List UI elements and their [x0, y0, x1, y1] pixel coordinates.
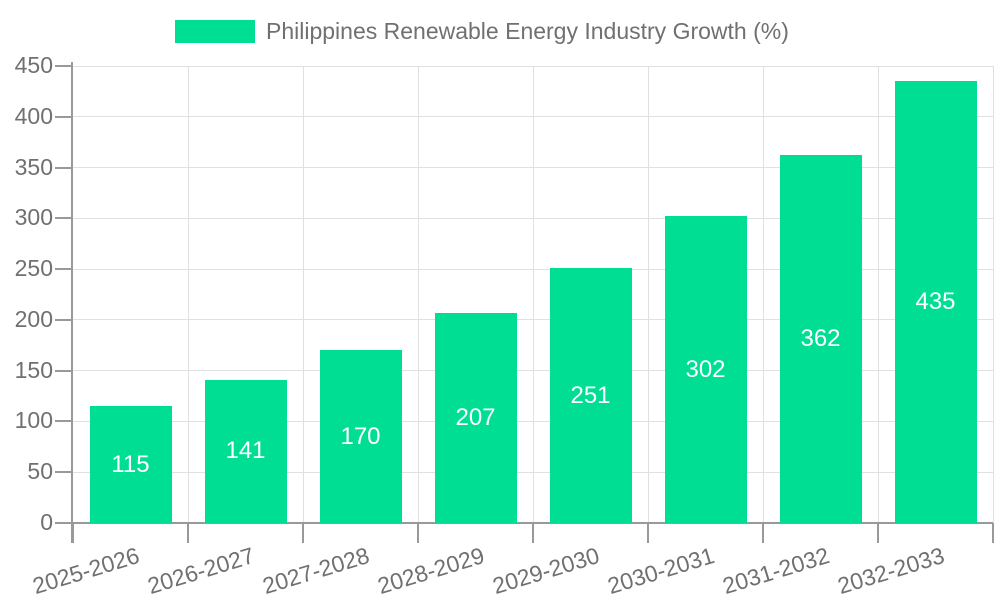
bar-2026-2027[interactable] — [204, 379, 287, 523]
gridline-vertical — [647, 66, 649, 523]
y-axis-tick — [55, 166, 73, 169]
bar-value-label: 141 — [225, 437, 266, 465]
y-axis-tick — [55, 369, 73, 372]
x-axis-tick — [302, 523, 304, 543]
y-axis-tick — [55, 115, 73, 118]
y-tick-label: 350 — [14, 153, 53, 180]
y-tick-label: 200 — [14, 305, 53, 332]
gridline-vertical — [532, 66, 534, 523]
bar-value-label: 302 — [685, 355, 726, 383]
bar-value-label: 435 — [915, 288, 956, 316]
gridline-vertical — [877, 66, 879, 523]
y-axis-tick — [55, 318, 73, 321]
x-axis-tick — [647, 523, 649, 543]
gridline-vertical — [187, 66, 189, 523]
bar-2030-2031[interactable] — [664, 216, 747, 523]
x-axis-tick — [877, 523, 879, 543]
y-axis-tick — [55, 420, 73, 423]
y-axis-tick — [55, 268, 73, 271]
bar-2029-2030[interactable] — [549, 268, 632, 523]
x-axis-tick — [417, 523, 419, 543]
legend-swatch — [175, 20, 255, 43]
gridline-vertical — [417, 66, 419, 523]
y-tick-label: 450 — [14, 52, 53, 79]
x-axis-tick — [532, 523, 534, 543]
y-axis-tick — [55, 217, 73, 220]
bar-value-label: 115 — [111, 450, 150, 478]
x-axis-tick — [72, 523, 74, 543]
bar-2025-2026[interactable] — [89, 406, 172, 523]
y-axis-tick — [55, 471, 73, 474]
legend-label: Philippines Renewable Energy Industry Gr… — [266, 18, 789, 44]
y-tick-label: 100 — [14, 407, 53, 434]
gridline-vertical — [302, 66, 304, 523]
bar-2027-2028[interactable] — [319, 350, 402, 523]
bar-value-label: 251 — [570, 381, 611, 409]
x-axis-tick — [762, 523, 764, 543]
gridline-vertical — [992, 66, 994, 523]
y-tick-label: 250 — [14, 255, 53, 282]
bar-2031-2032[interactable] — [779, 155, 862, 523]
bar-value-label: 207 — [455, 403, 496, 431]
gridline-vertical — [762, 66, 764, 523]
bar-value-label: 362 — [800, 325, 841, 353]
x-axis-tick — [187, 523, 189, 543]
x-axis-tick — [992, 523, 994, 543]
y-tick-label: 300 — [14, 204, 53, 231]
bar-2032-2033[interactable] — [894, 81, 977, 523]
bar-2028-2029[interactable] — [434, 312, 517, 523]
y-tick-label: 150 — [14, 356, 53, 383]
legend-item[interactable]: Philippines Renewable Energy Industry Gr… — [175, 18, 789, 45]
y-tick-label: 0 — [40, 509, 53, 536]
y-tick-label: 50 — [27, 458, 53, 485]
x-axis-line — [55, 522, 993, 524]
y-axis-line — [71, 62, 73, 543]
bar-value-label: 170 — [340, 422, 381, 450]
y-axis-tick — [55, 65, 73, 67]
y-tick-label: 400 — [14, 102, 53, 129]
